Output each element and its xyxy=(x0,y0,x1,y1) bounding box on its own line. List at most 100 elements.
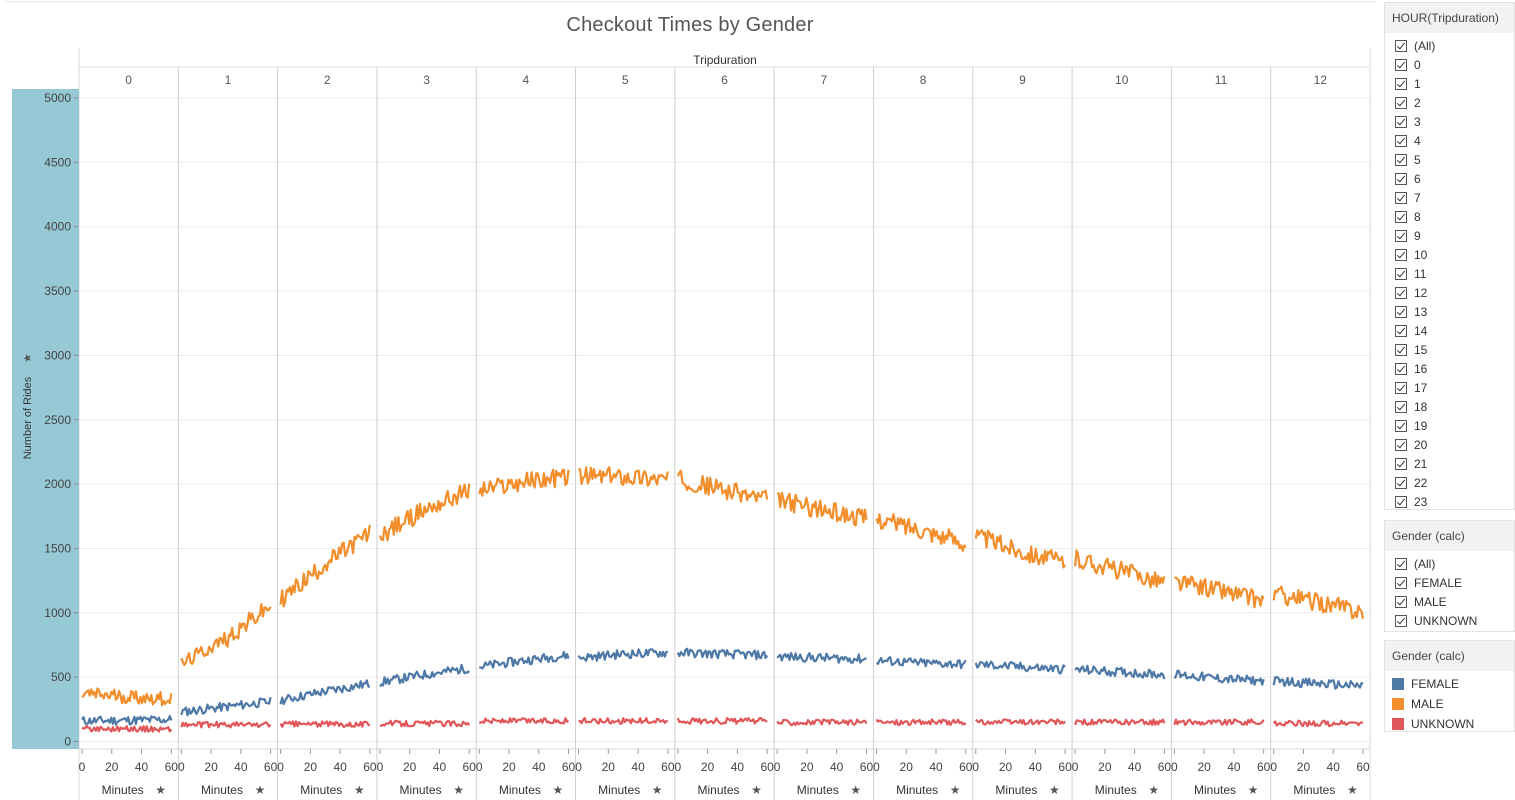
hour-filter-item[interactable]: 14 xyxy=(1385,321,1514,340)
checkbox-checked-icon[interactable] xyxy=(1395,96,1407,109)
series-line-male xyxy=(776,491,868,527)
hour-filter-item[interactable]: 23 xyxy=(1385,492,1514,511)
color-legend-card: Gender (calc) FEMALE MALE UNKNOWN xyxy=(1384,640,1515,732)
hour-filter-item[interactable]: 18 xyxy=(1385,397,1514,416)
hour-filter-item[interactable]: 1 xyxy=(1385,74,1514,93)
pin-icon: ★ xyxy=(354,783,365,797)
checkbox-checked-icon[interactable] xyxy=(1395,476,1407,489)
checkbox-checked-icon[interactable] xyxy=(1395,229,1407,242)
x-tick-label: 20 xyxy=(304,760,318,774)
hour-filter-item[interactable]: 15 xyxy=(1385,340,1514,359)
hour-filter-item[interactable]: 4 xyxy=(1385,131,1514,150)
legend-item-female[interactable]: FEMALE xyxy=(1385,674,1514,694)
x-tick-label: 40 xyxy=(1128,760,1142,774)
x-tick-label: 60 xyxy=(1158,760,1172,774)
pin-icon: ★ xyxy=(21,353,34,363)
checkbox-checked-icon[interactable] xyxy=(1395,557,1407,570)
hour-filter-item[interactable]: 11 xyxy=(1385,264,1514,283)
gender-filter-item[interactable]: UNKNOWN xyxy=(1385,611,1514,630)
checkbox-checked-icon[interactable] xyxy=(1395,343,1407,356)
x-axis-title: Minutes xyxy=(102,783,144,797)
checkbox-checked-icon[interactable] xyxy=(1395,134,1407,147)
legend-item-male[interactable]: MALE xyxy=(1385,694,1514,714)
x-tick-label: 0 xyxy=(873,760,880,774)
x-tick-label: 60 xyxy=(363,760,377,774)
panel-header-label: 2 xyxy=(324,73,331,87)
hour-filter-item[interactable]: 7 xyxy=(1385,188,1514,207)
hour-filter-item[interactable]: 8 xyxy=(1385,207,1514,226)
series-line-female xyxy=(1074,664,1166,680)
panel-header-label: 5 xyxy=(622,73,629,87)
hour-filter-item[interactable]: 22 xyxy=(1385,473,1514,492)
panel-header-label: 10 xyxy=(1115,73,1129,87)
hour-filter-item[interactable]: 3 xyxy=(1385,112,1514,131)
hour-filter-item[interactable]: 12 xyxy=(1385,283,1514,302)
checkbox-checked-icon[interactable] xyxy=(1395,153,1407,166)
checkbox-checked-icon[interactable] xyxy=(1395,58,1407,71)
gender-filter-item[interactable]: FEMALE xyxy=(1385,573,1514,592)
chart-title: Checkout Times by Gender xyxy=(566,14,814,36)
panel-header-label: 4 xyxy=(523,73,530,87)
checkbox-checked-icon[interactable] xyxy=(1395,381,1407,394)
checkbox-checked-icon[interactable] xyxy=(1395,595,1407,608)
checkbox-checked-icon[interactable] xyxy=(1395,39,1407,52)
x-tick-label: 0 xyxy=(79,760,86,774)
x-tick-label: 60 xyxy=(1356,760,1370,774)
hour-filter-item[interactable]: 13 xyxy=(1385,302,1514,321)
pin-icon: ★ xyxy=(950,783,961,797)
x-tick-label: 60 xyxy=(165,760,179,774)
x-axis-title: Minutes xyxy=(797,783,839,797)
checkbox-checked-icon[interactable] xyxy=(1395,400,1407,413)
series-line-unknown xyxy=(478,717,570,725)
hour-filter-item[interactable]: 17 xyxy=(1385,378,1514,397)
hour-filter-item[interactable]: 16 xyxy=(1385,359,1514,378)
hour-filter-title: HOUR(Tripduration) xyxy=(1385,3,1514,33)
checkbox-checked-icon[interactable] xyxy=(1395,305,1407,318)
gender-filter-card: Gender (calc) (All) FEMALE MALE UNKNOWN xyxy=(1384,520,1515,632)
hour-filter-item[interactable]: 5 xyxy=(1385,150,1514,169)
checkbox-checked-icon[interactable] xyxy=(1395,77,1407,90)
hour-filter-item[interactable]: 19 xyxy=(1385,416,1514,435)
hour-filter-item[interactable]: (All) xyxy=(1385,36,1514,55)
x-tick-label: 0 xyxy=(774,760,781,774)
color-swatch xyxy=(1392,678,1404,690)
checkbox-checked-icon[interactable] xyxy=(1395,614,1407,627)
checkbox-checked-icon[interactable] xyxy=(1395,172,1407,185)
gender-filter-item[interactable]: (All) xyxy=(1385,554,1514,573)
column-header: Tripduration xyxy=(693,53,757,67)
series-line-female xyxy=(974,660,1066,675)
checkbox-checked-icon[interactable] xyxy=(1395,191,1407,204)
checkbox-checked-icon[interactable] xyxy=(1395,495,1407,508)
checkbox-checked-icon[interactable] xyxy=(1395,267,1407,280)
hour-filter-item[interactable]: 9 xyxy=(1385,226,1514,245)
x-tick-label: 0 xyxy=(277,760,284,774)
gender-filter-title: Gender (calc) xyxy=(1385,521,1514,551)
checkbox-checked-icon[interactable] xyxy=(1395,115,1407,128)
hour-filter-item[interactable]: 0 xyxy=(1385,55,1514,74)
x-axis-title: Minutes xyxy=(1194,783,1236,797)
checkbox-checked-icon[interactable] xyxy=(1395,576,1407,589)
checkbox-checked-icon[interactable] xyxy=(1395,438,1407,451)
checkbox-checked-icon[interactable] xyxy=(1395,210,1407,223)
checkbox-checked-icon[interactable] xyxy=(1395,362,1407,375)
color-swatch xyxy=(1392,698,1404,710)
hour-filter-item[interactable]: 6 xyxy=(1385,169,1514,188)
legend-item-unknown[interactable]: UNKNOWN xyxy=(1385,714,1514,734)
y-tick-label: 4000 xyxy=(44,220,71,234)
x-tick-label: 40 xyxy=(532,760,546,774)
checkbox-checked-icon[interactable] xyxy=(1395,248,1407,261)
hour-filter-item[interactable]: 10 xyxy=(1385,245,1514,264)
pin-icon: ★ xyxy=(553,783,564,797)
gender-filter-item[interactable]: MALE xyxy=(1385,592,1514,611)
checkbox-checked-icon[interactable] xyxy=(1395,324,1407,337)
checkbox-checked-icon[interactable] xyxy=(1395,286,1407,299)
y-tick-label: 1000 xyxy=(44,606,71,620)
series-line-male xyxy=(875,513,967,552)
x-tick-label: 0 xyxy=(178,760,185,774)
hour-filter-item[interactable]: 2 xyxy=(1385,93,1514,112)
checkbox-checked-icon[interactable] xyxy=(1395,457,1407,470)
y-tick-label: 0 xyxy=(64,735,71,749)
checkbox-checked-icon[interactable] xyxy=(1395,419,1407,432)
hour-filter-item[interactable]: 21 xyxy=(1385,454,1514,473)
hour-filter-item[interactable]: 20 xyxy=(1385,435,1514,454)
